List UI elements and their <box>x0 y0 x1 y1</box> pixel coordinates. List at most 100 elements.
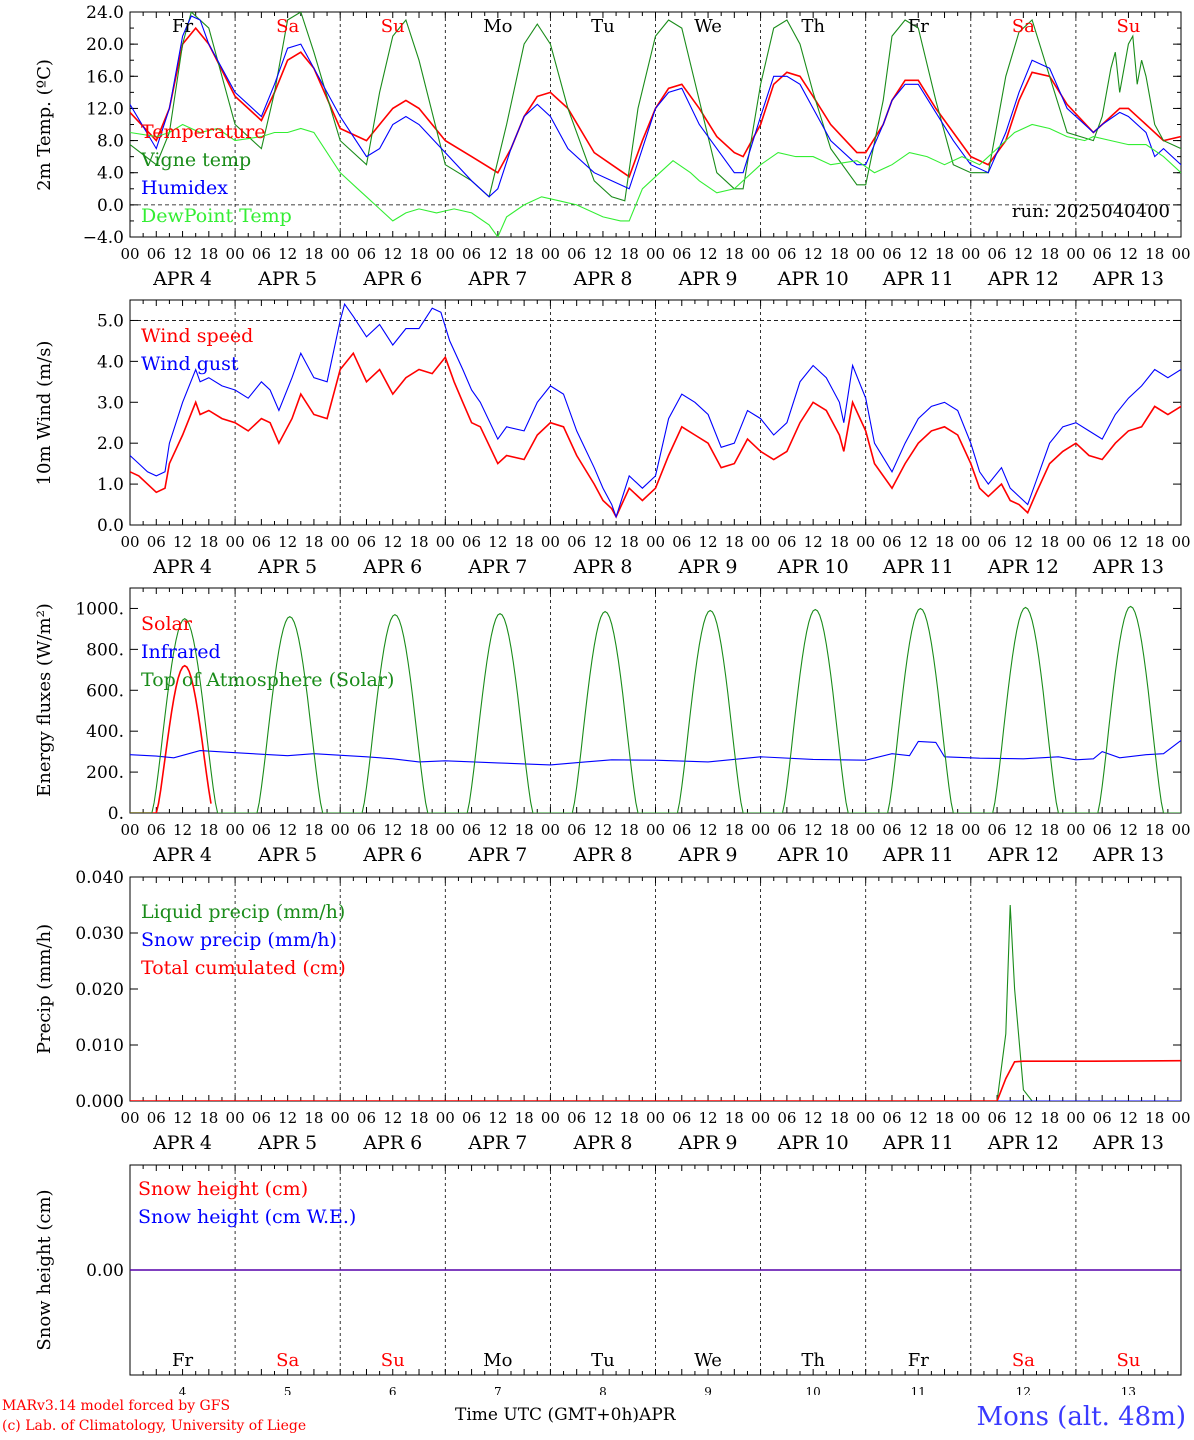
hour-label: 12 <box>488 533 507 551</box>
hour-label: 00 <box>226 1109 245 1127</box>
date-label: APR 10 <box>777 844 849 866</box>
hour-label: 00 <box>646 533 665 551</box>
legend-dewpoint-temp: DewPoint Temp <box>141 205 292 227</box>
day-number: 6 <box>389 1385 397 1395</box>
hour-label: 12 <box>173 1109 192 1127</box>
series-line-temperature <box>130 26 1181 178</box>
hour-label: 06 <box>988 245 1007 263</box>
hour-label: 18 <box>725 1109 744 1127</box>
day-name: Mo <box>483 16 512 37</box>
series-line-infrared <box>130 739 1181 766</box>
series-line-dewpoint-temp <box>130 123 1181 237</box>
y-tick-label: 4.0 <box>97 352 124 372</box>
hour-label: 18 <box>935 245 954 263</box>
hour-label: 12 <box>593 821 612 839</box>
legend-snow-height-cm-: Snow height (cm) <box>138 1178 308 1200</box>
hour-label: 00 <box>856 821 875 839</box>
y-tick-label: 0.000 <box>75 1092 124 1112</box>
hour-label: 18 <box>620 533 639 551</box>
y-axis-label: Snow height (cm) <box>34 1189 55 1350</box>
series-line-top-of-atmosphere-solar- <box>130 605 1181 813</box>
hour-label: 18 <box>199 821 218 839</box>
legend-humidex: Humidex <box>141 177 228 199</box>
hour-label: 12 <box>1119 245 1138 263</box>
date-label: APR 5 <box>257 268 317 290</box>
hour-label: 00 <box>646 1109 665 1127</box>
y-tick-label: 1.0 <box>97 475 124 495</box>
date-label: APR 12 <box>987 268 1059 290</box>
date-label: APR 9 <box>678 844 738 866</box>
hour-label: 06 <box>672 821 691 839</box>
hour-label: 12 <box>593 245 612 263</box>
panel-precip <box>129 876 1182 1102</box>
date-label: APR 7 <box>467 556 527 578</box>
series-line-wind-speed <box>130 351 1181 519</box>
day-name: Tu <box>591 16 615 37</box>
hour-label: 06 <box>882 533 901 551</box>
date-label: APR 12 <box>987 1132 1059 1154</box>
lab-credit: (c) Lab. of Climatology, University of L… <box>2 1418 307 1434</box>
date-label: APR 7 <box>467 844 527 866</box>
date-label: APR 8 <box>572 556 632 578</box>
series-line-solar <box>130 664 212 813</box>
hour-label: 12 <box>909 821 928 839</box>
hour-label: 18 <box>935 821 954 839</box>
date-label: APR 11 <box>882 556 954 578</box>
station-label: Mons (alt. 48m) <box>976 1402 1186 1432</box>
hour-label: 18 <box>1040 821 1059 839</box>
y-axis-label: Energy fluxes (W/m²) <box>34 603 55 797</box>
day-name: Sa <box>276 1350 299 1371</box>
hour-label: 18 <box>409 533 428 551</box>
hour-label: 00 <box>120 533 139 551</box>
hour-label: 00 <box>646 821 665 839</box>
hour-label: 06 <box>462 821 481 839</box>
day-name: Su <box>381 1350 405 1371</box>
legend-snow-height-cm-w-e-: Snow height (cm W.E.) <box>138 1206 356 1228</box>
hour-label: 06 <box>1093 533 1112 551</box>
hour-label: 06 <box>147 1109 166 1127</box>
hour-label: 12 <box>804 821 823 839</box>
hour-label: 00 <box>226 533 245 551</box>
hour-label: 06 <box>147 821 166 839</box>
date-label: APR 6 <box>362 556 422 578</box>
hour-label: 00 <box>120 1109 139 1127</box>
hour-label: 18 <box>409 245 428 263</box>
date-label: APR 8 <box>572 268 632 290</box>
hour-label: 00 <box>961 245 980 263</box>
hour-label: 18 <box>830 533 849 551</box>
date-label: APR 11 <box>882 268 954 290</box>
hour-label: 12 <box>1014 245 1033 263</box>
hour-label: 18 <box>1145 245 1164 263</box>
date-label: APR 12 <box>987 844 1059 866</box>
date-label: APR 8 <box>572 844 632 866</box>
day-name: Th <box>801 1350 825 1371</box>
hour-label: 12 <box>909 245 928 263</box>
time-axis-title: Time UTC (GMT+0h)APR <box>455 1405 676 1425</box>
hour-label: 00 <box>961 533 980 551</box>
hour-label: 18 <box>1145 821 1164 839</box>
hour-label: 12 <box>1014 821 1033 839</box>
hour-label: 18 <box>304 533 323 551</box>
panel-wind <box>129 299 1182 526</box>
day-name: We <box>694 16 722 37</box>
date-label: APR 4 <box>152 268 212 290</box>
y-tick-label: 600. <box>86 681 124 701</box>
series-line-liquid-precip-mm-h- <box>130 904 1181 1101</box>
hour-label: 18 <box>515 245 534 263</box>
series-line-vigne-temp <box>130 12 1181 202</box>
hour-label: 18 <box>725 533 744 551</box>
hour-label: 18 <box>830 245 849 263</box>
legend-wind-gust: Wind gust <box>141 353 239 375</box>
hour-label: 06 <box>777 821 796 839</box>
day-number: 11 <box>911 1385 926 1395</box>
hour-label: 00 <box>856 533 875 551</box>
hour-label: 12 <box>804 533 823 551</box>
y-tick-label: 0.040 <box>75 868 124 888</box>
series-line-wind-gust <box>130 302 1181 519</box>
hour-label: 00 <box>1066 1109 1085 1127</box>
hour-label: 06 <box>252 245 271 263</box>
y-tick-label: 24.0 <box>86 3 124 23</box>
hour-label: 06 <box>882 245 901 263</box>
y-tick-label: 2.0 <box>97 434 124 454</box>
hour-label: 00 <box>856 245 875 263</box>
